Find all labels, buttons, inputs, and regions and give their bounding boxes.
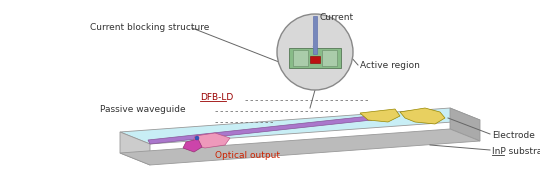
Polygon shape [293, 50, 308, 66]
Text: Optical output: Optical output [215, 150, 280, 159]
Polygon shape [289, 48, 341, 68]
Text: Current: Current [319, 12, 353, 21]
Text: Electrode: Electrode [492, 131, 535, 140]
Polygon shape [192, 133, 230, 148]
Polygon shape [183, 139, 202, 152]
Polygon shape [360, 109, 400, 122]
Polygon shape [310, 56, 320, 63]
Polygon shape [120, 132, 150, 165]
Polygon shape [148, 116, 372, 144]
Text: DFB-LD: DFB-LD [200, 93, 233, 102]
Polygon shape [450, 108, 480, 141]
Polygon shape [120, 108, 480, 144]
Polygon shape [322, 50, 337, 66]
Text: Current blocking structure: Current blocking structure [90, 23, 210, 32]
Text: Passive waveguide: Passive waveguide [100, 105, 186, 115]
Polygon shape [313, 16, 317, 54]
Polygon shape [400, 108, 445, 124]
Polygon shape [120, 129, 480, 165]
Circle shape [277, 14, 353, 90]
Circle shape [195, 136, 199, 140]
Text: InP substrate: InP substrate [492, 147, 540, 156]
Text: Active region: Active region [360, 61, 420, 70]
